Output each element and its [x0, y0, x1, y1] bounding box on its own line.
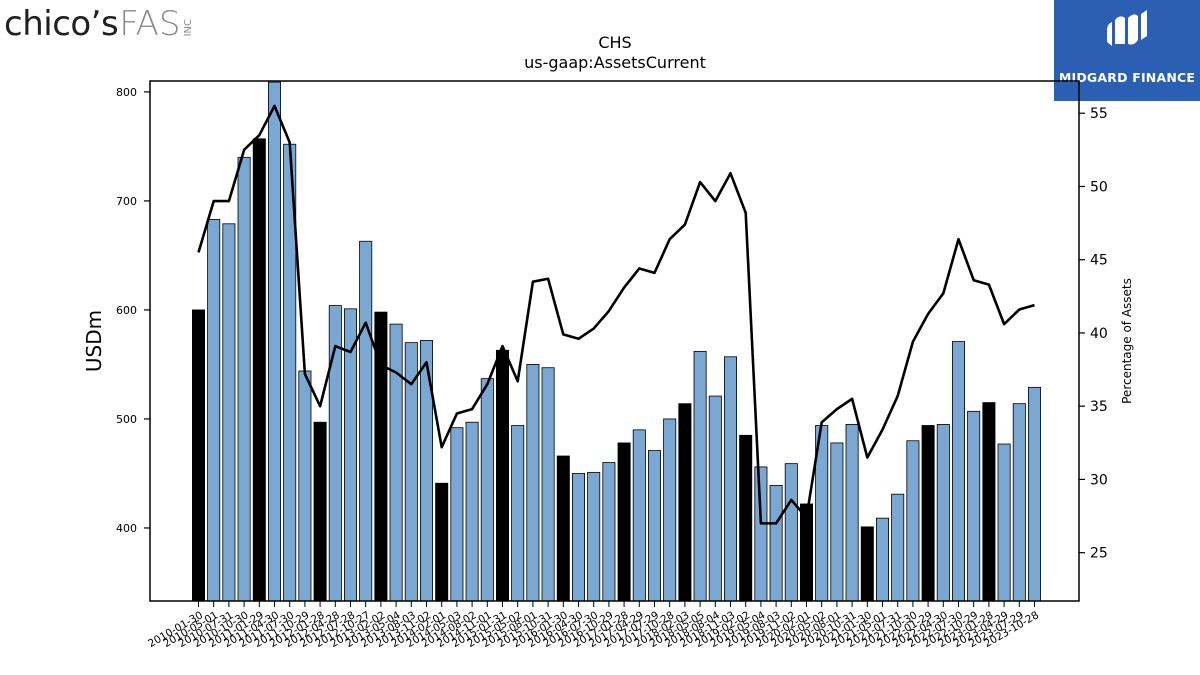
bar-2019-02-02: [739, 434, 753, 602]
bar-2014-05-03: [450, 427, 464, 602]
y2-tick-label: 30: [1090, 472, 1108, 488]
bar-2014-02-01: [435, 482, 449, 602]
bar-2016-07-30: [587, 471, 601, 602]
chicos-fas-logo: chico’s FAS INC: [4, 2, 194, 42]
x-axis: 2010-01-302010-05-012010-07-312010-10-30…: [146, 601, 1041, 650]
bar-2019-11-02: [784, 463, 798, 602]
bar-2013-05-04: [389, 323, 403, 602]
bar-2010-07-31: [222, 223, 236, 602]
bar-2015-01-31: [495, 349, 509, 602]
bar-2015-05-02: [511, 425, 525, 602]
plot-frame: [149, 80, 1080, 602]
bar-2015-10-31: [541, 367, 555, 602]
bar-2011-10-29: [298, 370, 312, 602]
bar-2022-10-29: [967, 410, 981, 602]
bar-2019-05-04: [754, 466, 768, 602]
bar-2016-10-29: [602, 462, 616, 602]
bar-2022-07-30: [952, 341, 966, 602]
y-tick-label: 500: [116, 413, 137, 426]
bar-2023-07-29: [1012, 403, 1026, 602]
logo-fas-text: FAS: [119, 4, 181, 44]
y-axis-left: 400 500 600 700 800: [116, 86, 150, 535]
y2-tick-label: 35: [1090, 399, 1108, 415]
bar-2017-01-28: [617, 442, 631, 602]
bar-2021-10-30: [906, 440, 920, 602]
bar-2016-01-30: [556, 455, 570, 602]
chart-subtitle: us-gaap:AssetsCurrent: [524, 53, 706, 72]
y2-tick-label: 40: [1090, 326, 1108, 342]
bar-2010-05-01: [207, 219, 221, 602]
y2-tick-label: 55: [1090, 106, 1108, 122]
y2-axis-label: Percentage of Assets: [1120, 278, 1134, 404]
logo-wordmark: chico’s: [4, 4, 119, 44]
bar-2016-04-30: [572, 473, 586, 602]
midgard-emblem-icon: [1107, 10, 1147, 46]
bar-2017-04-29: [632, 429, 646, 602]
percentage-line: [197, 104, 1035, 525]
bar-2023-04-29: [997, 443, 1011, 602]
bar-group: [191, 81, 1042, 602]
bar-2012-10-27: [359, 240, 373, 602]
bar-2018-02-03: [678, 403, 692, 602]
bar-2023-01-28: [982, 402, 996, 602]
bar-2010-10-30: [237, 156, 251, 602]
bar-2014-11-01: [480, 378, 494, 602]
bar-2015-08-01: [526, 364, 540, 602]
midgard-finance-logo: MIDGARD FINANCE: [1054, 0, 1200, 101]
bar-2014-08-02: [465, 421, 479, 602]
y-tick-label: 800: [116, 86, 137, 99]
bar-2017-07-29: [648, 450, 662, 602]
bar-2012-01-28: [313, 421, 327, 602]
y-tick-label: 600: [116, 304, 137, 317]
y-tick-label: 700: [116, 195, 137, 208]
bar-2019-08-03: [769, 485, 783, 602]
bar-2011-01-29: [252, 138, 266, 602]
bar-2018-08-04: [708, 395, 722, 602]
y2-tick-label: 50: [1090, 179, 1108, 195]
bar-2021-05-01: [876, 517, 890, 602]
bar-2022-04-30: [936, 423, 950, 602]
bar-2010-01-30: [191, 309, 205, 602]
y-axis-right: 25 30 35 40 45 50 55: [1079, 106, 1108, 562]
bar-2023-10-28: [1028, 386, 1042, 602]
bar-2022-01-29: [921, 425, 935, 602]
y2-tick-label: 25: [1090, 546, 1108, 562]
bar-2018-11-03: [724, 356, 738, 602]
midgard-brand-text: MIDGARD FINANCE: [1058, 70, 1196, 85]
bar-2020-08-01: [830, 442, 844, 602]
bar-2017-10-28: [663, 418, 677, 602]
bar-2011-04-30: [267, 81, 281, 602]
y2-tick-label: 45: [1090, 253, 1108, 269]
bar-2018-05-05: [693, 350, 707, 602]
bar-2021-07-31: [891, 493, 905, 602]
chart-title: CHS: [598, 33, 631, 52]
y-tick-label: 400: [116, 522, 137, 535]
bar-2020-10-31: [845, 423, 859, 602]
y-axis-label: USDm: [82, 310, 106, 372]
bar-2021-01-30: [860, 526, 874, 602]
